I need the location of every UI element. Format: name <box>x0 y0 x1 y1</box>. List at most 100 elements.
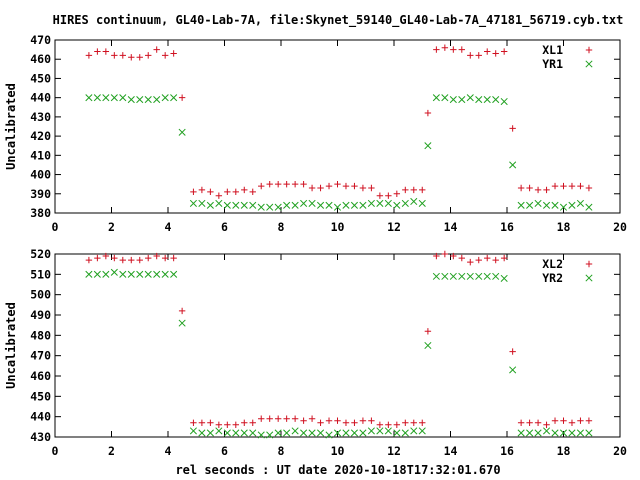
data-point <box>300 417 307 424</box>
data-point <box>85 256 93 264</box>
x-tick-label: 18 <box>557 444 571 458</box>
data-point <box>249 188 256 196</box>
data-point <box>145 52 152 59</box>
data-point <box>308 429 316 437</box>
data-point <box>274 415 282 422</box>
data-point <box>526 429 534 437</box>
data-point <box>560 182 567 190</box>
data-point <box>283 180 290 188</box>
data-point <box>568 419 576 426</box>
data-point <box>291 201 299 209</box>
data-point <box>410 186 417 194</box>
data-point <box>178 319 186 327</box>
data-point <box>198 419 206 426</box>
y-tick-label: 460 <box>30 369 51 383</box>
data-point <box>509 161 517 169</box>
data-point <box>198 199 206 207</box>
data-point <box>359 429 367 437</box>
data-point <box>585 203 593 211</box>
x-tick-label: 12 <box>387 444 401 458</box>
data-point <box>207 419 214 426</box>
data-point <box>102 270 110 278</box>
data-point <box>534 199 542 207</box>
data-point <box>543 421 550 428</box>
data-point <box>266 431 274 439</box>
data-point <box>384 199 392 207</box>
data-point <box>526 419 533 426</box>
data-point <box>206 201 214 209</box>
data-point <box>350 201 359 209</box>
y-tick-label: 420 <box>30 129 51 143</box>
data-point <box>492 256 499 264</box>
data-point <box>308 415 316 422</box>
legend-label: XL1 <box>542 43 563 57</box>
data-point <box>291 180 299 188</box>
data-point <box>424 341 432 350</box>
data-point <box>517 184 525 192</box>
data-point <box>136 54 143 61</box>
data-point <box>517 201 525 209</box>
data-point <box>367 199 375 207</box>
data-point <box>534 419 542 426</box>
data-point <box>127 270 135 278</box>
data-point <box>359 417 367 424</box>
data-point <box>560 417 567 424</box>
data-point <box>128 54 135 61</box>
data-point <box>316 201 325 209</box>
data-point <box>376 421 384 428</box>
data-point <box>283 429 291 437</box>
data-point <box>85 94 93 102</box>
data-point <box>198 429 206 437</box>
data-point <box>484 254 491 262</box>
data-point <box>418 427 426 435</box>
data-point <box>500 48 508 55</box>
data-point <box>568 429 576 437</box>
data-point <box>393 429 401 437</box>
x-tick-label: 14 <box>444 444 458 458</box>
data-point <box>223 201 231 209</box>
data-point <box>110 268 118 276</box>
data-point <box>240 201 248 209</box>
data-point <box>190 419 197 426</box>
data-point <box>274 203 282 211</box>
data-point <box>526 201 534 209</box>
legend-label: XL2 <box>542 257 563 271</box>
data-point <box>224 188 231 196</box>
data-point <box>551 182 559 190</box>
data-point <box>475 96 483 104</box>
data-point <box>585 429 593 437</box>
data-point <box>317 184 324 192</box>
data-point <box>450 46 457 53</box>
data-point <box>492 50 499 57</box>
data-point <box>93 270 101 278</box>
data-point <box>585 184 593 192</box>
y-tick-label: 450 <box>30 389 51 403</box>
data-point <box>534 186 542 194</box>
data-point <box>215 199 223 207</box>
y-tick-label: 390 <box>30 187 51 201</box>
data-point <box>418 199 426 207</box>
x-tick-label: 10 <box>331 444 345 458</box>
data-point <box>368 417 375 424</box>
x-tick-label: 20 <box>613 220 627 234</box>
legend-marker <box>585 260 593 268</box>
data-point <box>249 419 256 426</box>
data-point <box>224 421 231 428</box>
x-tick-label: 4 <box>165 220 172 234</box>
data-point <box>308 184 316 192</box>
data-point <box>432 94 440 102</box>
data-point <box>144 96 152 104</box>
data-point <box>161 52 169 59</box>
data-point <box>274 429 282 437</box>
data-point <box>325 417 333 424</box>
data-point <box>240 429 248 437</box>
data-point <box>376 192 384 199</box>
data-point <box>178 307 186 315</box>
x-tick-label: 0 <box>52 220 59 234</box>
data-point <box>568 201 576 209</box>
data-point <box>110 94 118 102</box>
data-point <box>424 142 432 150</box>
x-axis-label: rel seconds : UT date 2020-10-18T17:32:0… <box>175 463 500 477</box>
data-point <box>325 201 333 209</box>
